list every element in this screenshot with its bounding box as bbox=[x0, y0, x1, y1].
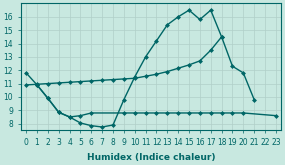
X-axis label: Humidex (Indice chaleur): Humidex (Indice chaleur) bbox=[87, 152, 215, 162]
